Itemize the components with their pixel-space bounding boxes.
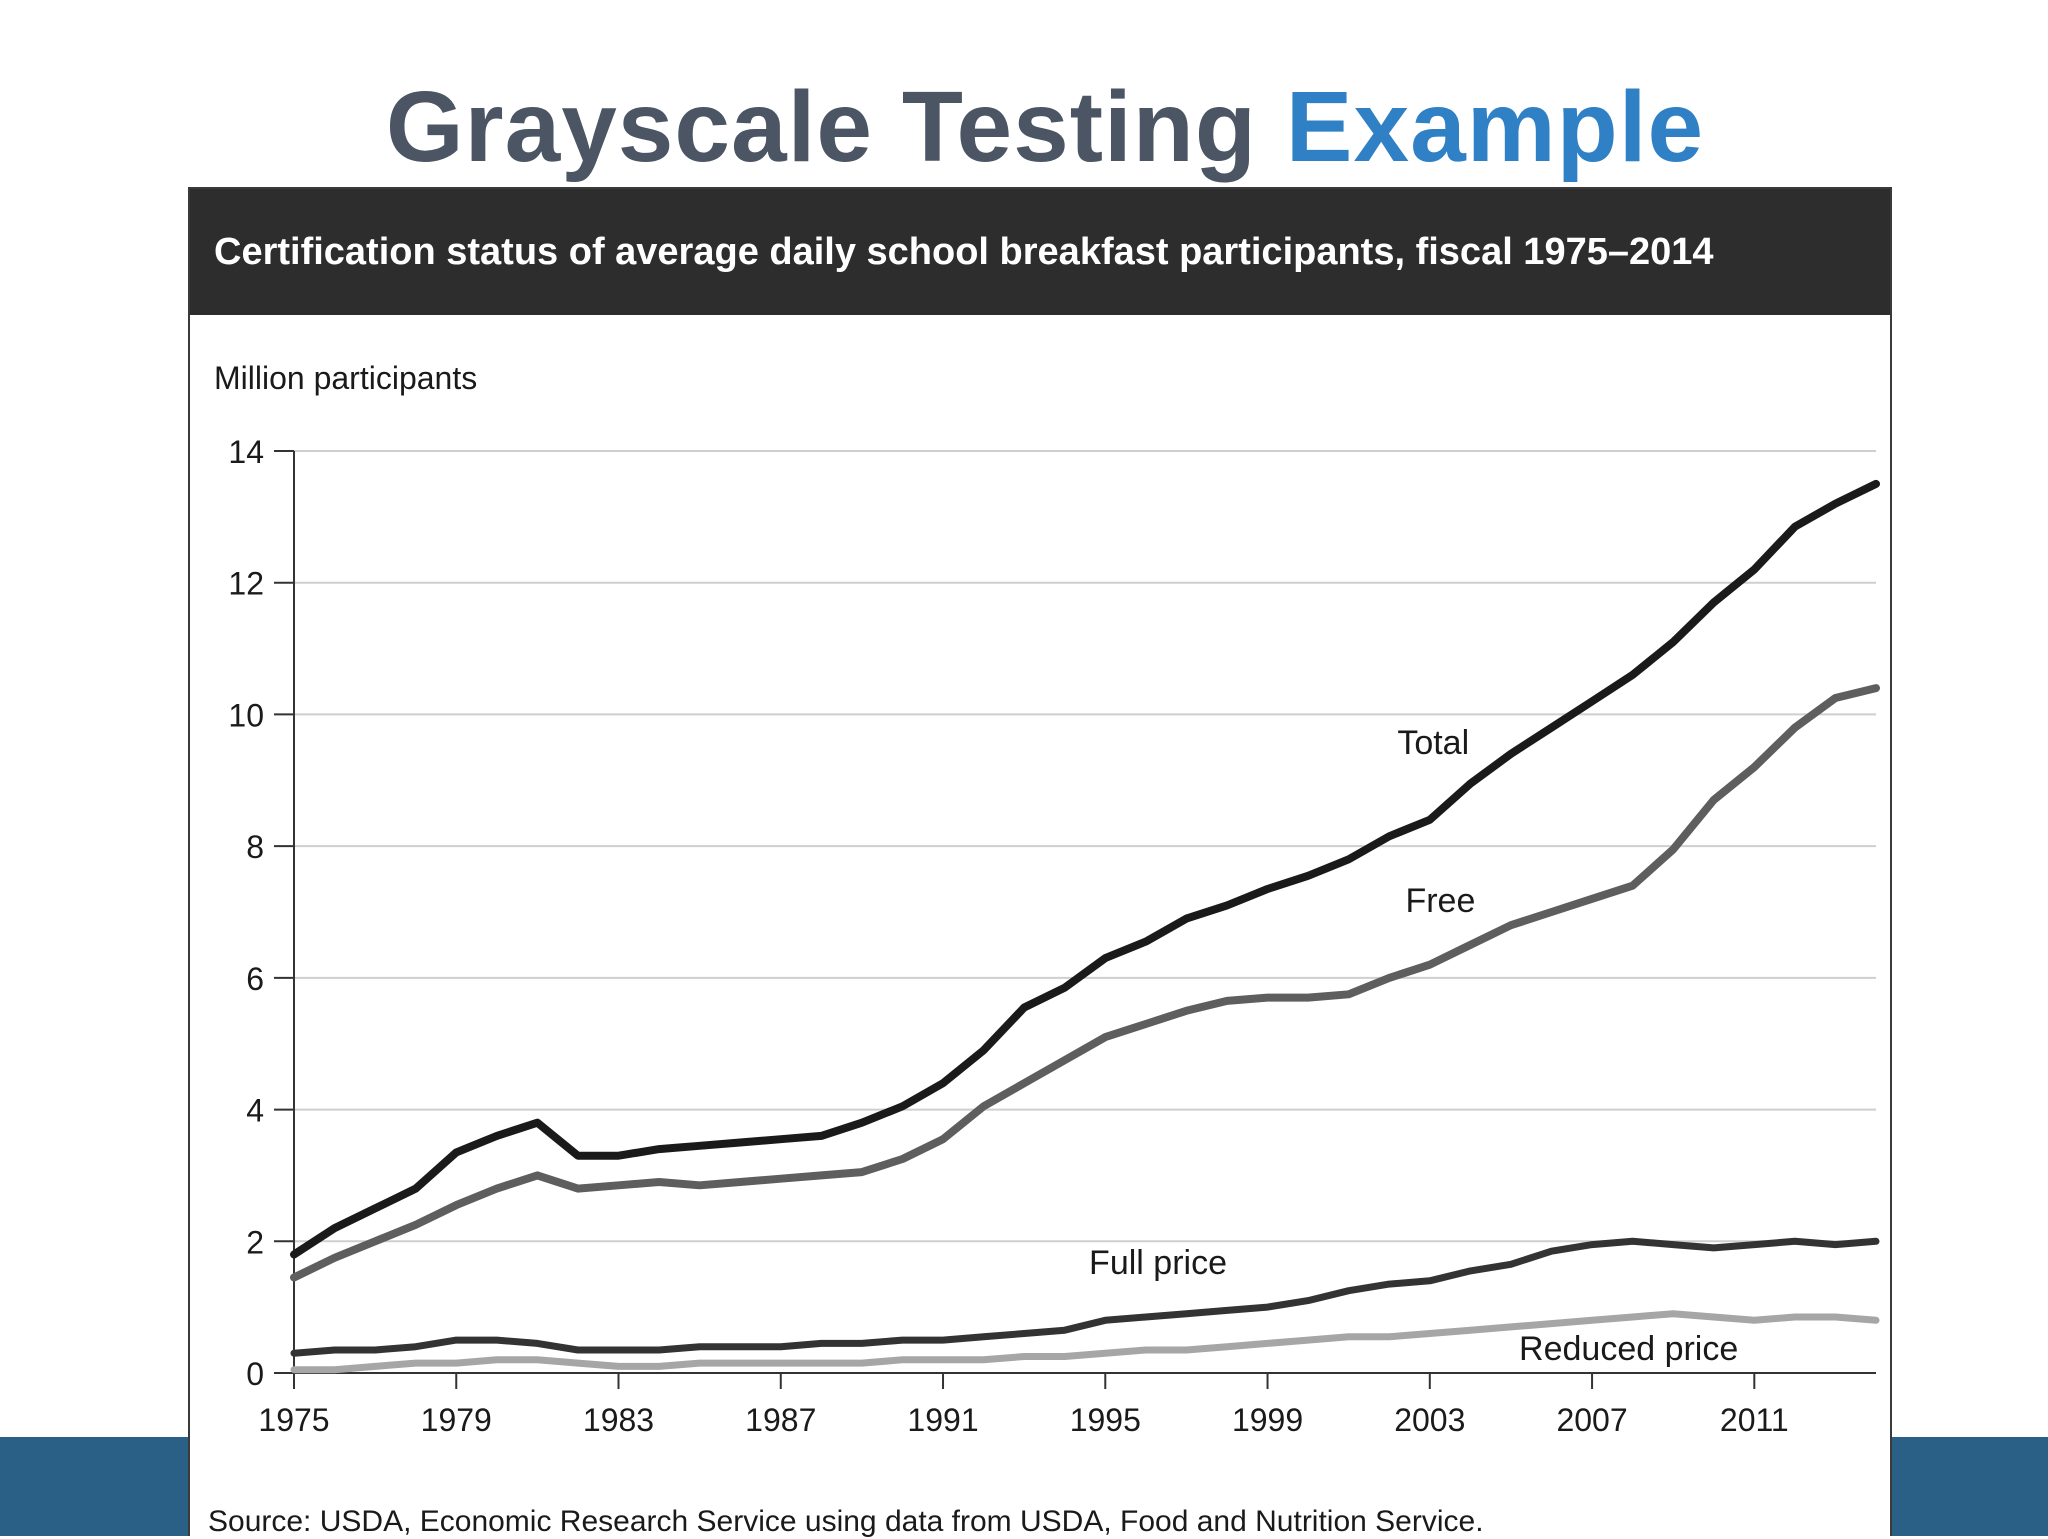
y-tick-label: 10 bbox=[228, 697, 264, 733]
slide-title-accent: Example bbox=[1285, 71, 1705, 183]
x-tick-label: 2003 bbox=[1394, 1402, 1465, 1438]
series-line-reduced-price bbox=[290, 1310, 1880, 1374]
x-tick-label: 1975 bbox=[258, 1402, 329, 1438]
x-tick-label: 1983 bbox=[583, 1402, 654, 1438]
y-tick-label: 12 bbox=[228, 566, 264, 602]
x-tick-label: 2007 bbox=[1556, 1402, 1627, 1438]
y-tick-label: 14 bbox=[228, 434, 264, 470]
series-line-full-price bbox=[290, 1237, 1880, 1357]
x-tick-label: 1999 bbox=[1232, 1402, 1303, 1438]
y-tick-label: 4 bbox=[246, 1093, 264, 1129]
y-tick-label: 6 bbox=[246, 961, 264, 997]
series-line-total bbox=[290, 479, 1880, 1259]
slide-title-main: Grayscale Testing bbox=[385, 71, 1257, 183]
chart-title: Certification status of average daily sc… bbox=[190, 189, 1890, 315]
series-label-total: Total bbox=[1397, 724, 1469, 762]
y-tick-label: 0 bbox=[246, 1356, 264, 1392]
series-label-full-price: Full price bbox=[1089, 1244, 1227, 1282]
x-tick-label: 1995 bbox=[1070, 1402, 1141, 1438]
x-tick-label: 2011 bbox=[1720, 1402, 1789, 1438]
y-tick-label: 2 bbox=[246, 1224, 264, 1260]
chart-card: Certification status of average daily sc… bbox=[188, 187, 1892, 1538]
source-note: Source: USDA, Economic Research Service … bbox=[208, 1505, 1484, 1538]
x-tick-label: 1991 bbox=[907, 1402, 978, 1438]
line-chart: Million participants 0 2 4 6 8 10 12 14 1975 1979 1… bbox=[214, 360, 1880, 1438]
y-axis-label: Million participants bbox=[214, 360, 477, 396]
x-tick-label: 1979 bbox=[421, 1402, 492, 1438]
slide-title: Grayscale Testing Example bbox=[0, 72, 2048, 182]
series-line-free bbox=[290, 684, 1880, 1282]
x-tick-label: 1987 bbox=[745, 1402, 816, 1438]
series-label-reduced-price: Reduced price bbox=[1519, 1330, 1738, 1368]
series-label-free: Free bbox=[1405, 882, 1475, 920]
y-tick-label: 8 bbox=[246, 829, 264, 865]
